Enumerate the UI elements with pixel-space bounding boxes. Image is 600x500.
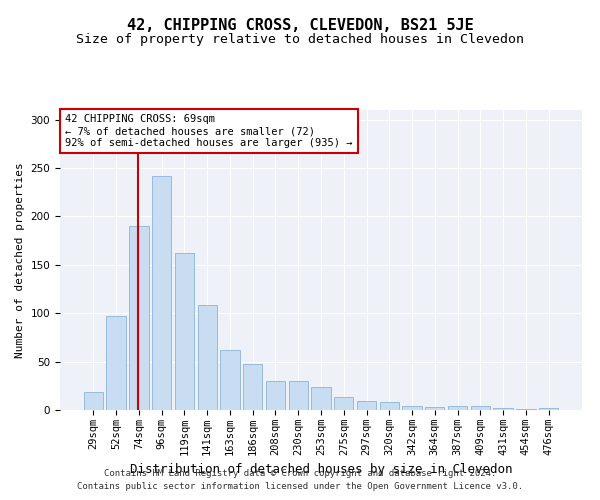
- Bar: [84, 392, 103, 410]
- Bar: [493, 408, 513, 410]
- Text: Size of property relative to detached houses in Clevedon: Size of property relative to detached ho…: [76, 32, 524, 46]
- Bar: [175, 253, 194, 410]
- Bar: [220, 350, 239, 410]
- Bar: [289, 381, 308, 410]
- Bar: [152, 176, 172, 410]
- Bar: [243, 364, 262, 410]
- X-axis label: Distribution of detached houses by size in Clevedon: Distribution of detached houses by size …: [130, 464, 512, 476]
- Bar: [470, 406, 490, 410]
- Bar: [357, 402, 376, 410]
- Y-axis label: Number of detached properties: Number of detached properties: [15, 162, 25, 358]
- Text: Contains HM Land Registry data © Crown copyright and database right 2024.: Contains HM Land Registry data © Crown c…: [104, 468, 496, 477]
- Bar: [516, 409, 536, 410]
- Bar: [448, 406, 467, 410]
- Text: 42, CHIPPING CROSS, CLEVEDON, BS21 5JE: 42, CHIPPING CROSS, CLEVEDON, BS21 5JE: [127, 18, 473, 32]
- Bar: [106, 316, 126, 410]
- Bar: [311, 387, 331, 410]
- Bar: [403, 406, 422, 410]
- Bar: [266, 381, 285, 410]
- Bar: [129, 226, 149, 410]
- Text: 42 CHIPPING CROSS: 69sqm
← 7% of detached houses are smaller (72)
92% of semi-de: 42 CHIPPING CROSS: 69sqm ← 7% of detache…: [65, 114, 353, 148]
- Bar: [380, 402, 399, 410]
- Bar: [425, 407, 445, 410]
- Bar: [334, 398, 353, 410]
- Text: Contains public sector information licensed under the Open Government Licence v3: Contains public sector information licen…: [77, 482, 523, 491]
- Bar: [197, 304, 217, 410]
- Bar: [539, 408, 558, 410]
